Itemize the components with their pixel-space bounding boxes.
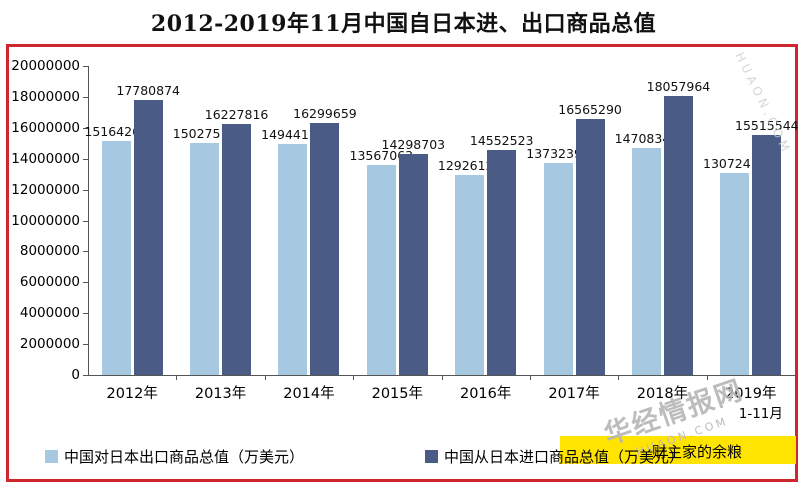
- bar: [575, 119, 605, 375]
- chart-title: 2012-2019年11月中国自日本进、出口商品总值: [150, 11, 657, 37]
- bar: [278, 144, 308, 375]
- legend-label-import: 中国从日本进口商品总值（万美元）: [444, 448, 685, 466]
- y-axis-tick-label: 12000000: [11, 181, 80, 198]
- x-axis-label: 2018年: [636, 386, 689, 402]
- x-axis-tick: [706, 375, 708, 380]
- bar: [720, 173, 750, 375]
- y-axis-tick: [83, 220, 88, 222]
- x-axis-label: 2019年: [725, 386, 777, 402]
- x-axis-sub-label: 1-11月: [738, 406, 783, 422]
- x-axis-label: 2016年: [459, 386, 512, 402]
- x-axis-label: 2015年: [371, 386, 424, 402]
- bar-value-label: 13567063: [349, 148, 414, 164]
- y-axis-tick: [83, 158, 88, 160]
- bar: [663, 96, 693, 375]
- yellow-highlight-strip: [560, 436, 796, 464]
- y-axis-tick-label: 0: [71, 367, 80, 383]
- x-axis-label: 2017年: [548, 386, 600, 402]
- y-axis-tick: [83, 282, 88, 284]
- bar: [366, 165, 396, 375]
- x-axis-tick: [264, 375, 266, 380]
- x-axis-tick: [618, 375, 620, 380]
- bottom-right-watermark-text: 财主家的余粮: [652, 443, 743, 461]
- bar-value-label: 13072415: [703, 156, 767, 172]
- bar: [752, 135, 782, 375]
- legend-item-export: 中国对日本出口商品总值（万美元）: [45, 446, 304, 467]
- y-axis-tick-label: 18000000: [11, 88, 80, 105]
- bar: [631, 147, 661, 375]
- bar: [222, 124, 252, 375]
- y-axis-tick-label: 8000000: [19, 243, 80, 260]
- legend-swatch-import-icon: [425, 450, 438, 463]
- y-axis-line: [88, 66, 89, 375]
- y-axis-tick-label: 14000000: [11, 150, 80, 167]
- y-axis-tick-label: 10000000: [11, 212, 80, 229]
- x-axis-label: 2013年: [194, 386, 247, 402]
- y-axis-tick-label: 16000000: [11, 119, 80, 136]
- y-axis-tick: [83, 313, 88, 315]
- bar: [101, 140, 131, 375]
- x-axis-tick: [176, 375, 178, 380]
- bar-value-label: 14298703: [381, 137, 446, 153]
- bar-value-label: 14944179: [261, 127, 325, 143]
- y-axis-tick: [83, 251, 88, 253]
- bar-value-label: 12926128: [437, 158, 502, 174]
- bar-value-label: 18057964: [646, 79, 711, 94]
- bar-value-label: 15164264: [84, 123, 148, 139]
- legend-item-import: 中国从日本进口商品总值（万美元）: [425, 446, 684, 467]
- bar: [190, 142, 220, 375]
- bar: [310, 123, 340, 375]
- x-axis-tick: [441, 375, 443, 380]
- bar-value-label: 15027513: [172, 125, 237, 141]
- y-axis-tick: [83, 66, 88, 67]
- x-axis-tick: [795, 375, 796, 380]
- y-axis-tick: [83, 127, 88, 129]
- bar-value-label: 14708347: [614, 130, 679, 146]
- bar-value-label: 16299659: [293, 106, 357, 122]
- bar: [455, 175, 485, 375]
- x-axis-tick: [353, 375, 355, 380]
- chart-border-frame: [6, 44, 798, 482]
- x-axis-label: 2012年: [106, 386, 158, 402]
- y-axis-tick-label: 6000000: [19, 274, 80, 291]
- bar-value-label: 17780874: [116, 83, 180, 99]
- bar: [398, 154, 428, 375]
- y-axis-tick: [83, 344, 88, 346]
- bar-value-label: 15515544: [735, 118, 799, 134]
- bar-value-label: 16565290: [558, 102, 622, 118]
- y-axis-tick: [83, 375, 88, 376]
- y-axis-tick-label: 4000000: [19, 305, 80, 322]
- bar: [543, 162, 573, 375]
- legend-label-export: 中国对日本出口商品总值（万美元）: [64, 448, 305, 466]
- bar-value-label: 14552523: [469, 133, 534, 149]
- y-axis-tick: [83, 96, 88, 98]
- x-axis-label: 2014年: [283, 386, 335, 402]
- y-axis-tick-label: 20000000: [11, 58, 80, 74]
- bar: [487, 150, 517, 375]
- x-axis-tick: [529, 375, 531, 380]
- y-axis-tick-label: 2000000: [19, 336, 80, 353]
- bar: [133, 100, 163, 375]
- legend-swatch-export-icon: [45, 450, 58, 463]
- bar-value-label: 16227816: [204, 107, 269, 123]
- y-axis-tick: [83, 189, 88, 191]
- bar-value-label: 13732393: [526, 145, 590, 161]
